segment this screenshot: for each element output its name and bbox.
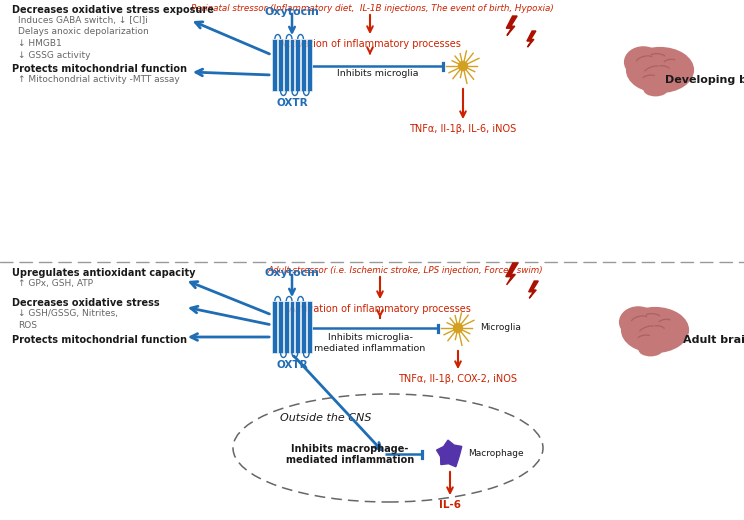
Ellipse shape [621,307,689,353]
Text: Induces GABA switch, ↓ [Cl]i: Induces GABA switch, ↓ [Cl]i [18,16,148,25]
Polygon shape [506,263,518,285]
Bar [301,39,306,91]
Text: Macrophage: Macrophage [468,449,524,459]
Bar [289,301,295,353]
Text: Protects mitochondrial function: Protects mitochondrial function [12,335,187,345]
Circle shape [454,323,463,332]
Bar [289,39,295,91]
Text: Protects mitochondrial function: Protects mitochondrial function [12,64,187,74]
Bar [307,39,312,91]
Ellipse shape [644,83,667,96]
Text: ↑ GPx, GSH, ATP: ↑ GPx, GSH, ATP [18,279,93,288]
Text: Outside the CNS: Outside the CNS [280,413,371,423]
Bar [284,301,289,353]
Text: Activation of inflammatory processes: Activation of inflammatory processes [279,39,461,49]
Bar [272,301,278,353]
Text: IL-6: IL-6 [439,500,461,510]
Text: Upregulates antioxidant capacity: Upregulates antioxidant capacity [12,268,196,278]
Ellipse shape [652,314,684,342]
Bar [278,39,283,91]
Polygon shape [529,281,539,298]
Bar [295,39,300,91]
Bar [295,301,300,353]
Text: ↓ GSH/GSSG, Nitrites,: ↓ GSH/GSSG, Nitrites, [18,309,118,318]
Bar [272,39,278,91]
Text: Developing brain: Developing brain [664,75,744,85]
Text: Inhibits macrophage-: Inhibits macrophage- [292,444,408,454]
Ellipse shape [638,343,663,356]
Text: Activation of inflammatory processes: Activation of inflammatory processes [289,304,471,314]
Text: TNFα, Il-1β, IL-6, iNOS: TNFα, Il-1β, IL-6, iNOS [409,124,516,134]
Text: Inhibits microglia-: Inhibits microglia- [327,333,412,342]
Text: mediated inflammation: mediated inflammation [315,344,426,353]
Text: Inhibits microglia: Inhibits microglia [337,69,418,78]
Text: ↓ GSSG activity: ↓ GSSG activity [18,50,91,59]
Text: ROS: ROS [18,320,37,330]
Circle shape [458,61,467,71]
Text: Perinatal stressor (Inflammatory diet,  IL-1B injections, The event of birth, Hy: Perinatal stressor (Inflammatory diet, I… [190,4,554,13]
Ellipse shape [626,47,694,93]
Ellipse shape [658,54,689,82]
Bar [301,301,306,353]
Text: OXTR: OXTR [276,98,308,108]
Text: Microglia: Microglia [480,323,521,332]
Circle shape [443,448,456,460]
Ellipse shape [624,46,663,78]
Polygon shape [506,16,517,35]
Text: Oxytocin: Oxytocin [265,268,319,278]
Text: Decreases oxidative stress exposure: Decreases oxidative stress exposure [12,5,214,15]
Text: TNFα, Il-1β, COX-2, iNOS: TNFα, Il-1β, COX-2, iNOS [399,374,518,384]
Text: ↑ Mitochondrial activity -MTT assay: ↑ Mitochondrial activity -MTT assay [18,75,180,84]
Text: Adult brain: Adult brain [683,335,744,345]
Bar [307,301,312,353]
Text: ↓ HMGB1: ↓ HMGB1 [18,39,62,48]
Text: Decreases oxidative stress: Decreases oxidative stress [12,298,160,308]
Text: mediated inflammation: mediated inflammation [286,455,414,465]
Text: Adult stressor (i.e. Ischemic stroke, LPS injection, Forced swim): Adult stressor (i.e. Ischemic stroke, LP… [267,266,543,275]
Text: Delays anoxic depolarization: Delays anoxic depolarization [18,28,149,36]
Polygon shape [437,440,462,467]
Text: OXTR: OXTR [276,360,308,370]
Text: Oxytocin: Oxytocin [265,7,319,17]
Ellipse shape [619,306,658,338]
Bar [278,301,283,353]
Polygon shape [527,31,536,47]
Bar [284,39,289,91]
